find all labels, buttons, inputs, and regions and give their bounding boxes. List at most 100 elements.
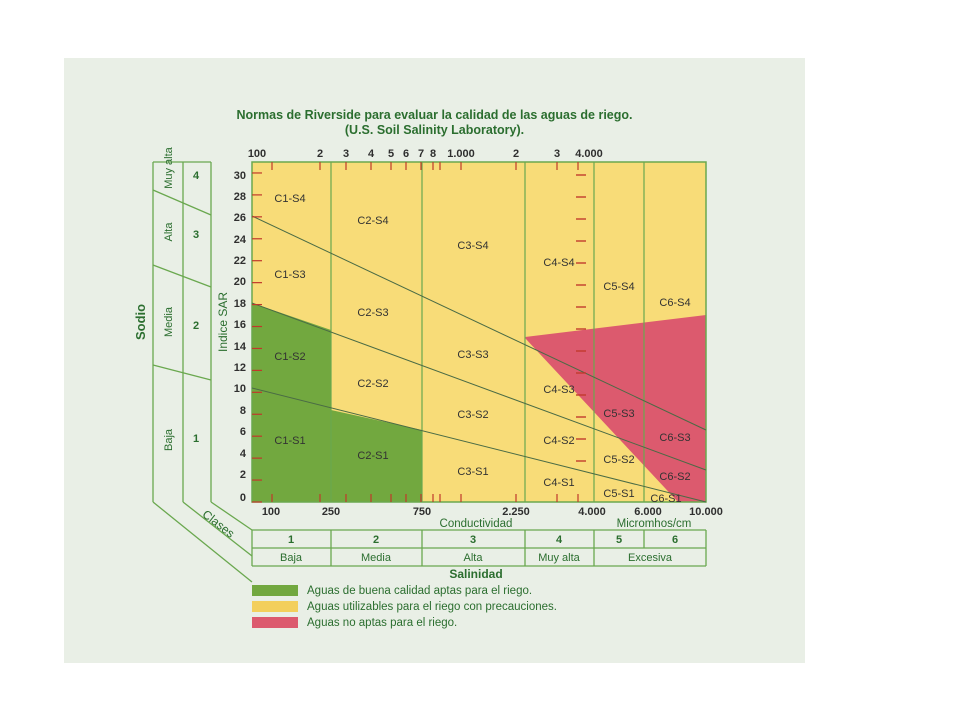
sar-tick-label: 30 [234,170,246,182]
bottom-tick-label: 2.250 [502,506,530,518]
zone-label: C2-S2 [357,378,388,390]
sar-tick-label: 22 [234,255,246,267]
boundary-lines [251,215,707,503]
zone-label: C6-S2 [659,471,690,483]
sar-tick-label: 28 [234,191,246,203]
conductividad-label: Conductividad [440,518,513,530]
zone-label: C2-S4 [357,215,388,227]
sodio-band-name: Media [163,306,175,337]
bottom-tick-label: 6.000 [634,506,662,518]
zone-label: C3-S3 [457,349,488,361]
sodio-band-num: 1 [193,433,199,445]
sodio-frame [152,161,253,583]
clases-label: Clases [200,507,238,541]
zone-label: C5-S3 [603,408,634,420]
bottom-tick-label: 10.000 [689,506,723,518]
micromhos-label: Micromhos/cm [617,518,692,530]
zone-label: C5-S2 [603,454,634,466]
bottom-tick-label: 250 [322,506,340,518]
class-name-excesiva: Excesiva [628,552,673,564]
top-tick-label: 5 [388,148,394,160]
zone-label: C1-S3 [274,269,305,281]
top-tick-label: 3 [343,148,349,160]
zone-label: C2-S1 [357,450,388,462]
sar-tick-label: 16 [234,319,246,331]
class-name: Baja [280,552,303,564]
zone-label: C6-S4 [659,297,690,309]
class-dividers [330,162,645,502]
zone-label: C5-S4 [603,281,634,293]
zone-label: C6-S1 [650,493,681,505]
sar-tick-label: 2 [240,469,246,481]
legend-label: Aguas de buena calidad aptas para el rie… [307,585,532,597]
sar-tick-label: 14 [234,341,247,353]
class-name: Muy alta [538,552,580,564]
top-tick-label: 8 [430,148,436,160]
zone-label: C1-S2 [274,351,305,363]
top-tick-label: 2 [513,148,519,160]
plot-border [251,161,707,503]
class-num: 5 [616,534,622,546]
sodio-band-name: Muy alta [163,146,175,188]
bottom-tick-label: 4.000 [578,506,606,518]
sar-tick-label: 18 [234,298,246,310]
class-num: 6 [672,534,678,546]
legend-swatch-red [252,617,298,628]
zone-label: C1-S4 [274,193,305,205]
sar-tick-label: 0 [240,492,246,504]
sar-tick-label: 20 [234,276,246,288]
zone-label: C6-S3 [659,432,690,444]
class-num: 1 [288,534,294,546]
sar-tick-label: 26 [234,212,246,224]
class-num: 2 [373,534,379,546]
legend-label: Aguas no aptas para el riego. [307,617,457,629]
zone-label: C3-S2 [457,409,488,421]
zone-label: C4-S3 [543,384,574,396]
class-num: 4 [556,534,563,546]
zone-red [525,315,706,502]
sodio-band-name: Alta [163,222,175,242]
diagram-title-line1: Normas de Riverside para evaluar la cali… [236,108,633,122]
legend-label: Aguas utilizables para el riego con prec… [307,601,557,613]
sodio-band-num: 2 [193,320,199,332]
top-tick-label: 4.000 [575,148,603,160]
top-tick-label: 100 [248,148,266,160]
top-tick-label: 4 [368,148,375,160]
top-tick-label: 2 [317,148,323,160]
zone-label: C1-S1 [274,435,305,447]
legend-swatch-green [252,585,298,596]
y-axis-label: Indice SAR [216,292,230,352]
top-tick-label: 7 [418,148,424,160]
class-name: Media [361,552,392,564]
diagram-title-line2: (U.S. Soil Salinity Laboratory). [344,123,525,137]
sar-tick-label: 10 [234,383,246,395]
top-tick-marks [271,162,579,502]
sodio-band-num: 3 [193,229,199,241]
zone-label: C5-S1 [603,488,634,500]
zone-label: C4-S4 [543,257,574,269]
class-name: Alta [464,552,484,564]
sodio-title: Sodio [133,304,148,340]
legend-swatch-yellow [252,601,298,612]
zone-label: C4-S1 [543,477,574,489]
sar-tick-label: 4 [240,448,247,460]
zone-label: C2-S3 [357,307,388,319]
sodio-band-num: 4 [193,170,200,182]
top-tick-label: 3 [554,148,560,160]
sodio-band-name: Baja [163,428,175,451]
sar-tick-marks [252,172,586,503]
salinidad-table [251,529,707,567]
zone-green [252,303,422,502]
sar-tick-label: 8 [240,405,246,417]
top-tick-label: 1.000 [447,148,475,160]
zone-label: C3-S4 [457,240,488,252]
sar-tick-labels: 0 2 4 6 8 10 12 14 16 18 20 22 24 26 28 … [234,170,247,504]
bottom-tick-label: 750 [413,506,431,518]
sar-tick-label: 12 [234,362,246,374]
zone-label: C4-S2 [543,435,574,447]
legend: Aguas de buena calidad aptas para el rie… [252,585,557,629]
zone-label: C3-S1 [457,466,488,478]
sar-tick-label: 6 [240,426,246,438]
salinidad-title: Salinidad [449,567,502,581]
